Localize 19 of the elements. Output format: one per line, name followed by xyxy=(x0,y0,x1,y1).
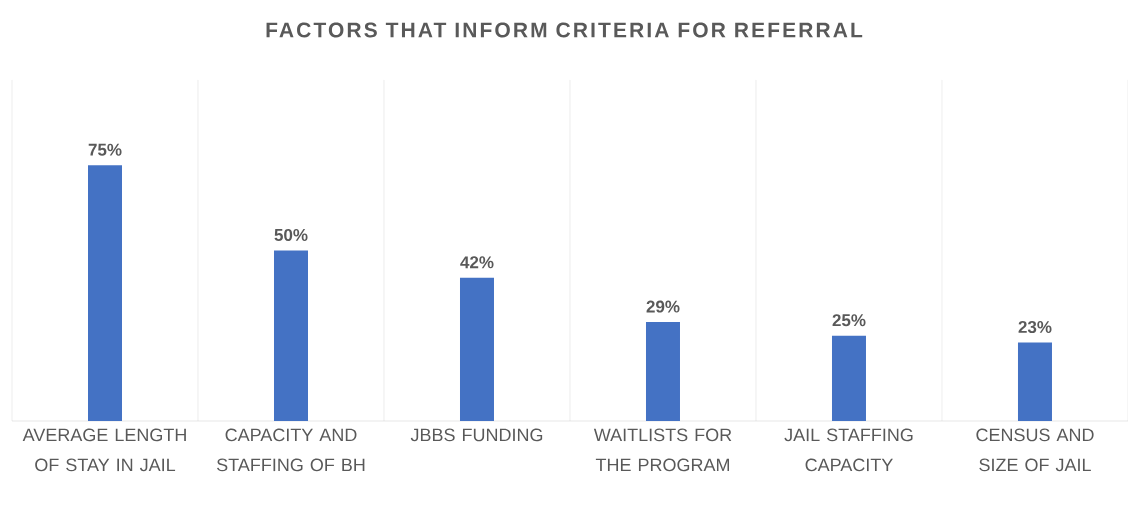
bar xyxy=(88,165,122,421)
x-tick-label: CENSUS AND SIZE OF JAIL xyxy=(976,428,1094,472)
bar xyxy=(645,322,680,421)
data-label: 75% xyxy=(88,143,122,156)
bar xyxy=(1017,342,1052,421)
x-tick-label: JAIL STAFFING CAPACITY xyxy=(784,428,913,472)
x-tick-label: AVERAGE LENGTH OF STAY IN JAIL xyxy=(22,428,186,472)
chart-title: FACTORS THAT INFORM CRITERIA FOR REFERRAL xyxy=(266,22,863,38)
bar xyxy=(459,277,494,421)
x-tick-label: JBBS FUNDING xyxy=(410,428,543,442)
data-label: 23% xyxy=(1018,320,1052,334)
bar xyxy=(831,335,866,421)
data-label: 42% xyxy=(460,256,494,269)
data-label: 29% xyxy=(646,300,680,313)
data-label: 25% xyxy=(832,314,866,327)
x-tick-label: WAITLISTS FOR THE PROGRAM xyxy=(593,428,732,472)
x-tick-label: CAPACITY AND STAFFING OF BH xyxy=(216,428,365,472)
bar xyxy=(274,250,308,421)
data-label: 50% xyxy=(274,228,308,241)
